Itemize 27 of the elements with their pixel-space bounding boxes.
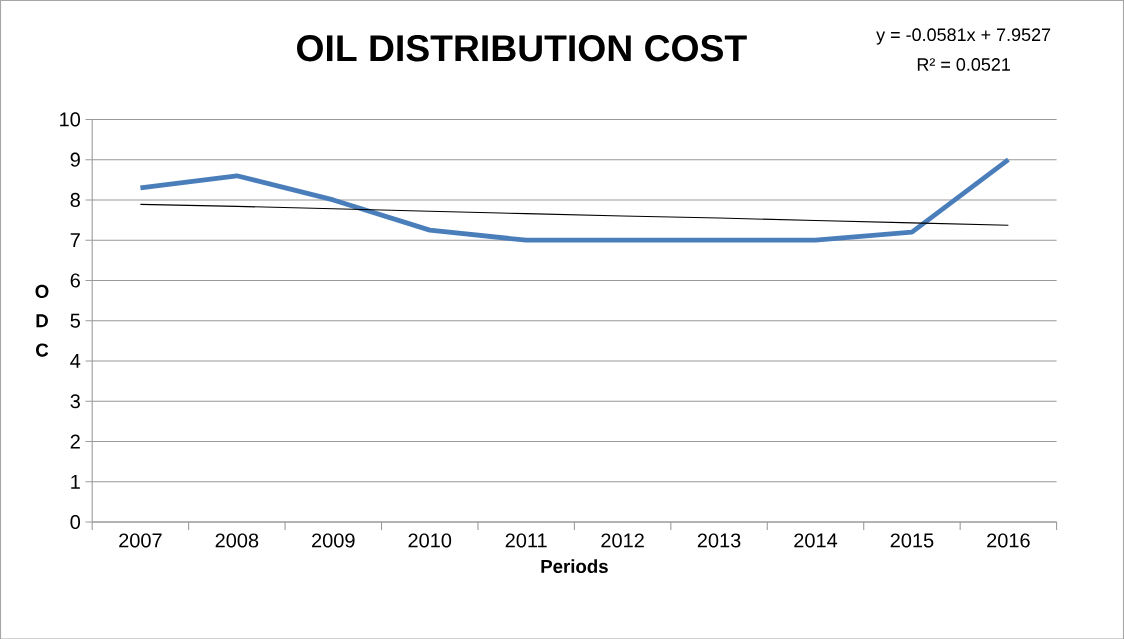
y-tick-label: 4 bbox=[70, 353, 81, 368]
y-tick-label: 7 bbox=[70, 233, 80, 247]
x-tick-label: 2009 bbox=[312, 533, 355, 548]
y-tick-label: 5 bbox=[70, 313, 80, 328]
x-tick-label: 2011 bbox=[505, 533, 547, 548]
x-axis-title: Periods bbox=[541, 559, 608, 573]
text: y = -0.0581x + 7.9527 bbox=[876, 28, 1051, 45]
x-tick-label: 2015 bbox=[890, 533, 934, 548]
text: R² = 0.0521 bbox=[917, 57, 1010, 71]
x-tick-label: 2008 bbox=[215, 533, 259, 548]
y-tick-label: 3 bbox=[70, 393, 80, 409]
y-tick-label: 1 bbox=[71, 474, 80, 489]
y-axis-title: O D C bbox=[35, 284, 49, 357]
y-tick-label: 8 bbox=[70, 192, 80, 207]
y-tick-label: 10 bbox=[60, 112, 81, 127]
x-tick-label: 2007 bbox=[119, 533, 162, 548]
line-series bbox=[139, 203, 1009, 226]
y-tick-label: 2 bbox=[70, 434, 80, 449]
x-tick-label: 2012 bbox=[601, 533, 644, 548]
x-tick-label: 2016 bbox=[987, 533, 1030, 548]
y-tick-label: 0 bbox=[70, 514, 81, 529]
x-tick-label: 2010 bbox=[408, 533, 452, 548]
y-tick-label: 9 bbox=[70, 152, 80, 167]
chart-title: OIL DISTRIBUTION COST bbox=[297, 34, 747, 62]
x-tick-label: 2013 bbox=[697, 533, 741, 548]
y-tick-label: 6 bbox=[70, 273, 80, 288]
x-tick-label: 2014 bbox=[794, 533, 838, 548]
